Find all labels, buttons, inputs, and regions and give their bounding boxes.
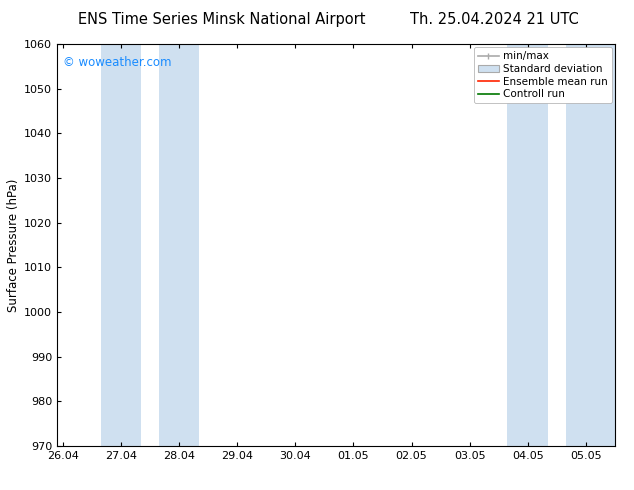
Bar bbox=[507, 44, 548, 446]
Legend: min/max, Standard deviation, Ensemble mean run, Controll run: min/max, Standard deviation, Ensemble me… bbox=[474, 47, 612, 103]
Bar bbox=[566, 44, 615, 446]
Text: Th. 25.04.2024 21 UTC: Th. 25.04.2024 21 UTC bbox=[410, 12, 579, 27]
Bar bbox=[158, 44, 200, 446]
Text: © woweather.com: © woweather.com bbox=[63, 56, 171, 69]
Y-axis label: Surface Pressure (hPa): Surface Pressure (hPa) bbox=[7, 178, 20, 312]
Text: ENS Time Series Minsk National Airport: ENS Time Series Minsk National Airport bbox=[78, 12, 366, 27]
Bar bbox=[101, 44, 141, 446]
